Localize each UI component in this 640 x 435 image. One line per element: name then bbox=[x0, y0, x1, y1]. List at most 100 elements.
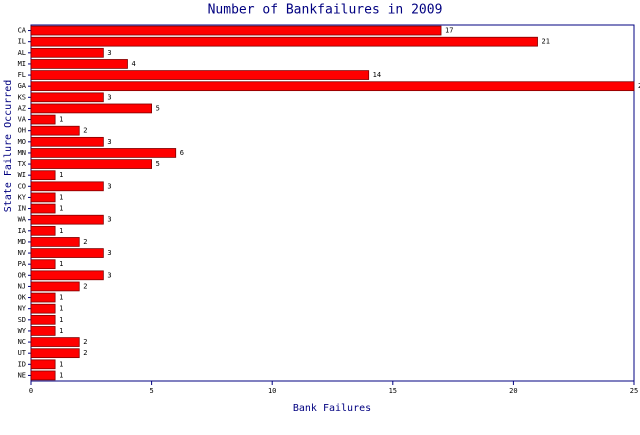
value-label: 3 bbox=[107, 216, 111, 224]
value-label: 3 bbox=[107, 271, 111, 279]
value-label: 5 bbox=[156, 160, 160, 168]
y-tick-label: OK bbox=[18, 294, 27, 302]
y-tick-label: NC bbox=[18, 338, 26, 346]
y-tick-label: OH bbox=[18, 127, 26, 135]
bar bbox=[30, 337, 80, 347]
y-tick-label: TX bbox=[18, 160, 27, 168]
value-label: 17 bbox=[445, 27, 453, 35]
value-label: 5 bbox=[156, 104, 160, 112]
bar bbox=[30, 47, 104, 58]
bar bbox=[30, 237, 80, 247]
x-tick-label: 15 bbox=[389, 387, 397, 395]
y-tick-label: SD bbox=[18, 316, 26, 324]
bar bbox=[30, 248, 104, 258]
y-tick-label: NJ bbox=[18, 282, 26, 290]
bar bbox=[30, 148, 177, 158]
bar bbox=[30, 348, 80, 359]
value-label: 1 bbox=[59, 371, 63, 379]
bar bbox=[30, 103, 152, 114]
y-tick-label: VA bbox=[18, 116, 27, 124]
bar bbox=[30, 159, 152, 169]
bar bbox=[30, 214, 104, 225]
value-label: 4 bbox=[131, 60, 135, 68]
bar bbox=[30, 225, 56, 236]
y-tick-label: UT bbox=[18, 349, 27, 357]
bar bbox=[30, 326, 56, 336]
bar bbox=[30, 314, 56, 325]
plot-frame bbox=[30, 24, 635, 382]
y-tick-label: CO bbox=[18, 182, 26, 190]
bar bbox=[30, 114, 56, 125]
y-tick-label: NE bbox=[18, 371, 26, 379]
value-label: 3 bbox=[107, 138, 111, 146]
y-tick-label: ID bbox=[18, 360, 26, 368]
value-label: 25 bbox=[638, 82, 640, 90]
y-tick-label: MN bbox=[18, 149, 26, 157]
value-label: 1 bbox=[59, 360, 63, 368]
x-tick-label: 5 bbox=[149, 387, 153, 395]
bar bbox=[30, 203, 56, 214]
y-tick-label: AL bbox=[18, 49, 26, 57]
value-label: 1 bbox=[59, 327, 63, 335]
y-tick-label: IL bbox=[18, 38, 26, 46]
value-label: 14 bbox=[373, 71, 381, 79]
value-label: 1 bbox=[59, 305, 63, 313]
x-tick-label: 20 bbox=[509, 387, 517, 395]
y-tick-label: IN bbox=[18, 205, 26, 213]
y-tick-label: IA bbox=[18, 227, 27, 235]
value-label: 3 bbox=[107, 49, 111, 57]
x-tick-label: 25 bbox=[630, 387, 638, 395]
bar bbox=[30, 36, 538, 47]
y-tick-label: PA bbox=[18, 260, 27, 268]
value-label: 1 bbox=[59, 205, 63, 213]
y-tick-label: AZ bbox=[18, 104, 26, 112]
y-tick-label: CA bbox=[18, 27, 27, 35]
value-label: 2 bbox=[83, 238, 87, 246]
value-label: 3 bbox=[107, 249, 111, 257]
y-tick-label: KY bbox=[18, 193, 27, 201]
y-tick-label: WI bbox=[18, 171, 26, 179]
bar bbox=[30, 192, 56, 203]
value-label: 3 bbox=[107, 93, 111, 101]
x-axis-label: Bank Failures bbox=[293, 403, 371, 414]
y-tick-label: MO bbox=[18, 138, 26, 146]
bar bbox=[30, 292, 56, 303]
bar bbox=[30, 59, 128, 69]
bar bbox=[30, 303, 56, 314]
chart-title: Number of Bankfailures in 2009 bbox=[208, 3, 443, 18]
y-tick-label: MI bbox=[18, 60, 26, 68]
bar bbox=[30, 136, 104, 147]
bar bbox=[30, 359, 56, 370]
bar bbox=[30, 81, 635, 92]
y-tick-label: FL bbox=[18, 71, 26, 79]
value-label: 2 bbox=[83, 338, 87, 346]
value-label: 1 bbox=[59, 294, 63, 302]
value-label: 21 bbox=[542, 38, 550, 46]
value-label: 1 bbox=[59, 260, 63, 268]
bar bbox=[30, 92, 104, 103]
y-tick-label: WY bbox=[18, 327, 27, 335]
bar bbox=[30, 181, 104, 192]
bar bbox=[30, 25, 442, 36]
value-label: 3 bbox=[107, 182, 111, 190]
bar bbox=[30, 125, 80, 136]
y-tick-label: NY bbox=[18, 305, 27, 313]
bar bbox=[30, 70, 370, 80]
value-label: 1 bbox=[59, 171, 63, 179]
x-tick-label: 0 bbox=[29, 387, 33, 395]
value-label: 1 bbox=[59, 116, 63, 124]
y-tick-label: OR bbox=[18, 271, 27, 279]
y-tick-label: WA bbox=[18, 216, 27, 224]
x-tick-label: 10 bbox=[268, 387, 276, 395]
value-label: 2 bbox=[83, 127, 87, 135]
value-label: 1 bbox=[59, 227, 63, 235]
value-label: 1 bbox=[59, 193, 63, 201]
value-label: 2 bbox=[83, 282, 87, 290]
y-tick-label: NV bbox=[18, 249, 27, 257]
value-label: 1 bbox=[59, 316, 63, 324]
bar bbox=[30, 170, 56, 181]
bar bbox=[30, 270, 104, 281]
bar bbox=[30, 259, 56, 270]
bar bbox=[30, 370, 56, 381]
